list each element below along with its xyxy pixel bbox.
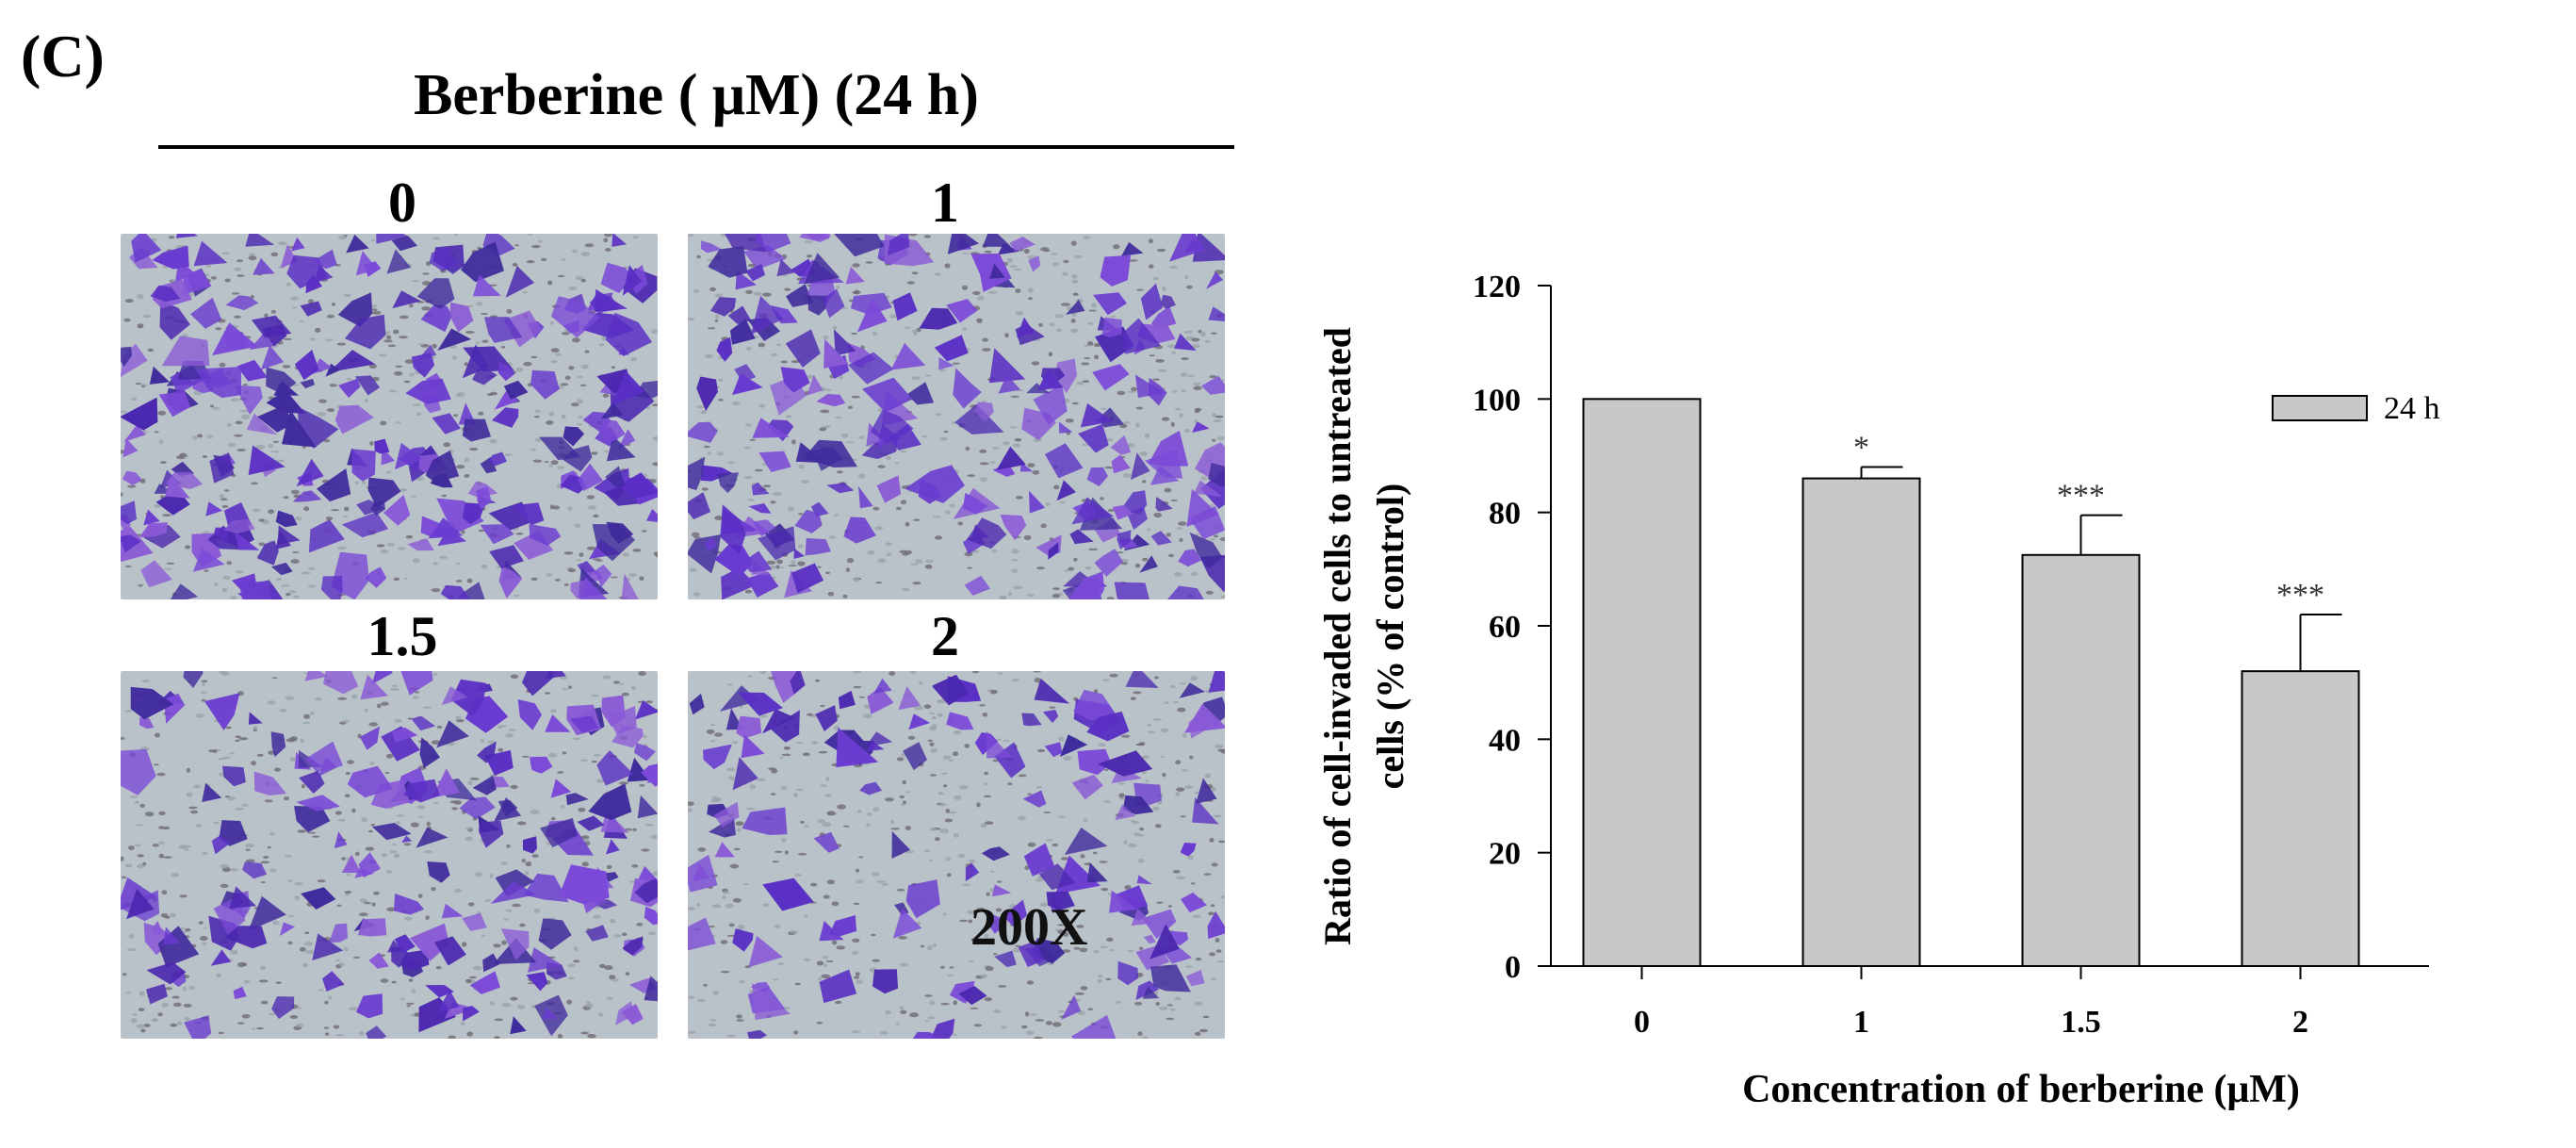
- y-tick-label: 0: [1505, 950, 1521, 985]
- legend-swatch: [2272, 395, 2368, 421]
- magnification-label: 200X: [970, 898, 1088, 957]
- x-axis-label: Concentration of berberine (μM): [1742, 1068, 2300, 1111]
- x-tick-label: 1: [1853, 1005, 1869, 1040]
- x-tick-label: 1.5: [2061, 1005, 2101, 1040]
- y-tick-label: 120: [1473, 270, 1521, 304]
- y-tick-label: 60: [1489, 610, 1521, 645]
- legend-label: 24 h: [2384, 391, 2440, 426]
- image-label-1: 1: [931, 172, 959, 234]
- bar: [1582, 398, 1702, 968]
- y-tick-label: 100: [1473, 383, 1521, 418]
- bar: [2021, 553, 2141, 967]
- image-label-0: 0: [388, 172, 416, 234]
- panel-label: (C): [21, 23, 105, 90]
- micrograph-2: [688, 671, 1225, 1039]
- y-tick-label: 20: [1489, 837, 1521, 872]
- x-tick-label: 2: [2292, 1005, 2308, 1040]
- x-tick-label: 0: [1634, 1005, 1650, 1040]
- image-label-1-5: 1.5: [367, 605, 438, 667]
- significance-mark: *: [1853, 431, 1869, 466]
- y-tick-label: 80: [1489, 497, 1521, 532]
- micrograph-1-5: [121, 671, 658, 1039]
- bar: [1802, 477, 1921, 968]
- title-rule: [158, 145, 1234, 149]
- micrograph-0: [121, 234, 658, 599]
- significance-mark: ***: [2276, 578, 2324, 613]
- significance-mark: ***: [2057, 479, 2105, 514]
- bar: [2241, 670, 2360, 968]
- micrograph-1: [688, 234, 1225, 599]
- treatment-title: Berberine ( μM) (24 h): [414, 63, 979, 127]
- y-tick-label: 40: [1489, 723, 1521, 758]
- bar-chart: 0 20 40 60 80 100 120 0 * 1 *** 1.5 *** 2 24 h: [1473, 270, 2440, 1040]
- image-label-2: 2: [931, 605, 959, 667]
